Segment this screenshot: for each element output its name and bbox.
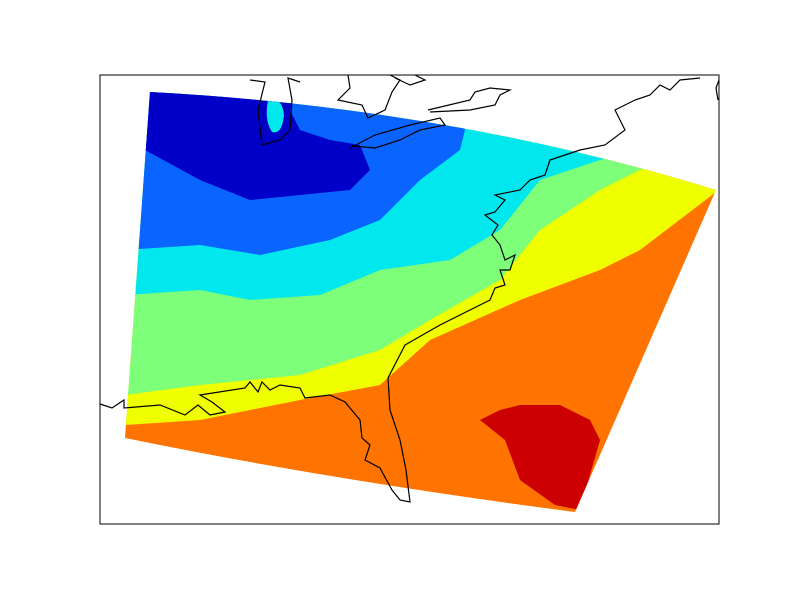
coastline bbox=[99, 77, 701, 503]
coastline bbox=[249, 77, 301, 146]
contour-level bbox=[125, 92, 370, 200]
coastline bbox=[427, 87, 513, 113]
contour-level bbox=[480, 405, 600, 510]
coastline bbox=[349, 117, 447, 149]
coastline bbox=[715, 79, 720, 101]
coastline bbox=[336, 74, 401, 119]
coastline bbox=[394, 74, 427, 86]
map-frame bbox=[99, 74, 720, 525]
contour-level bbox=[266, 99, 284, 133]
